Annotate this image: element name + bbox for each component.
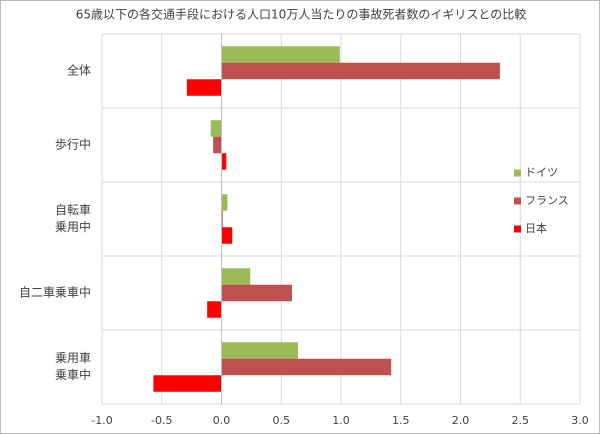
bar	[221, 227, 233, 244]
x-tick-label: 0.5	[273, 414, 291, 427]
bar	[221, 268, 251, 285]
x-tick-label: 2.0	[452, 414, 470, 427]
y-tick-label: 全体	[66, 63, 91, 78]
bar	[221, 284, 293, 302]
y-tick-label: 乗用車 乗車中	[54, 351, 91, 382]
x-tick-label: 1.0	[332, 414, 350, 427]
y-tick-label: 自転車 乗用中	[54, 203, 91, 234]
x-tick-label: 1.5	[392, 414, 410, 427]
legend-swatch	[514, 169, 521, 177]
x-tick-label: 0.0	[213, 414, 231, 427]
bar	[221, 342, 298, 359]
legend-label: 日本	[525, 221, 547, 235]
bar	[221, 358, 392, 376]
x-tick-label: 2.5	[512, 414, 530, 427]
y-tick-label: 自二車乗車中	[18, 285, 91, 300]
x-tick-label: 3.0	[571, 414, 589, 427]
bar	[221, 194, 228, 211]
bar	[153, 375, 222, 392]
bar	[221, 153, 227, 170]
chart-title: 65歳以下の各交通手段における人口10万人当たりの事故死者数のイギリスとの比較	[76, 7, 526, 22]
x-tick-label: -1.0	[91, 414, 112, 427]
bar	[221, 210, 223, 228]
bar	[207, 301, 222, 318]
bar	[221, 62, 500, 80]
legend-swatch	[514, 197, 521, 205]
legend-swatch	[514, 225, 521, 233]
bar	[213, 136, 222, 154]
legend-label: フランス	[525, 194, 569, 207]
x-tick-label: -0.5	[151, 414, 172, 427]
bar	[210, 120, 222, 137]
legend-label: ドイツ	[525, 166, 558, 179]
y-tick-label: 歩行中	[54, 137, 91, 152]
bar	[221, 46, 340, 63]
bar	[186, 79, 222, 96]
